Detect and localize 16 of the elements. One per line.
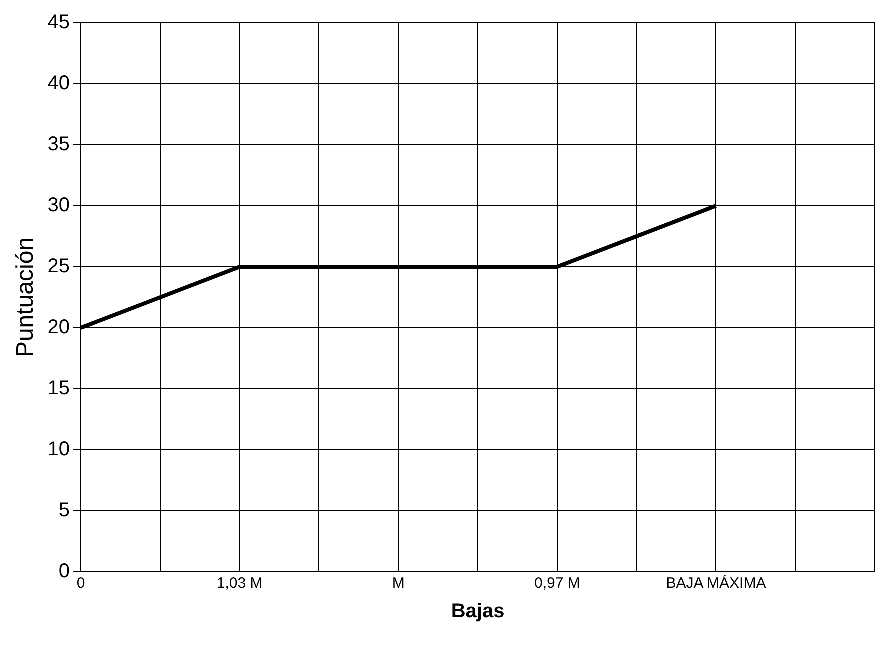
y-tick-label: 45 (48, 12, 70, 34)
y-tick-label: 5 (58, 500, 70, 522)
x-tick-label: 0,97 M (534, 575, 580, 592)
y-tick-label: 30 (48, 194, 70, 217)
y-tick-label: 10 (48, 438, 70, 461)
y-axis-title: Puntuación (12, 237, 40, 358)
y-tick-label: 40 (48, 72, 70, 95)
y-tick-label: 25 (48, 256, 70, 278)
x-tick-label: 1,03 M (216, 575, 263, 592)
x-tick-label: 0 (76, 575, 86, 592)
x-tick-label: BAJA MÁXIMA (666, 574, 766, 592)
y-tick-label: 20 (48, 316, 70, 339)
y-tick-label: 15 (48, 378, 70, 400)
y-tick-label: 35 (48, 134, 70, 156)
x-tick-label: M (392, 575, 405, 592)
x-axis-title: Bajas (451, 600, 505, 623)
